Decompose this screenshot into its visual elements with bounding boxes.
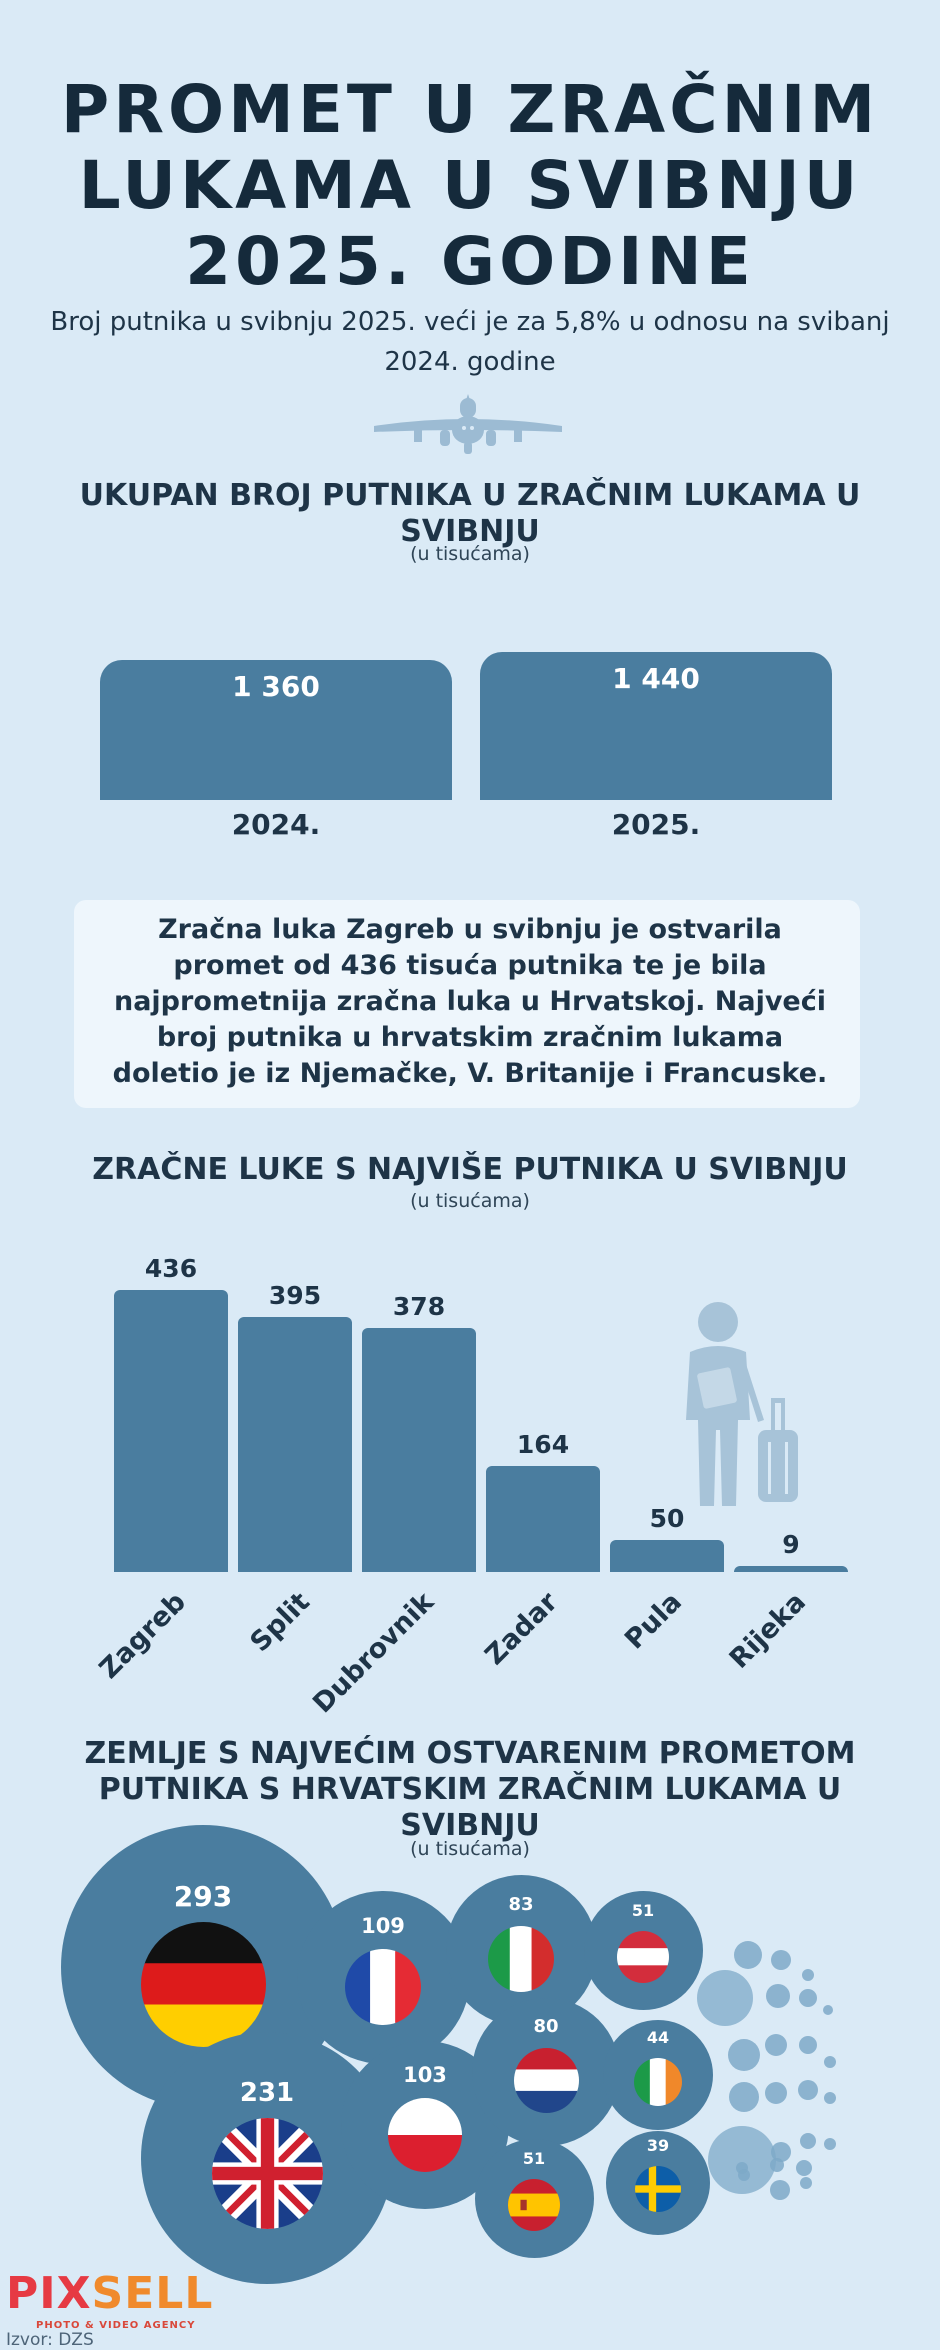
decor-dot: [697, 1970, 753, 2026]
logo-sell: SELL: [91, 2268, 214, 2319]
logo-subtitle: PHOTO & VIDEO AGENCY: [36, 2320, 196, 2331]
bubble-value: 103: [403, 2063, 447, 2088]
info-box: [74, 900, 860, 1108]
decor-dot: [770, 2180, 790, 2200]
bubble-value: 51: [631, 1901, 655, 1921]
bar-rijeka: [734, 1566, 848, 1572]
decor-dot: [824, 2056, 836, 2068]
title-line-3: 2025. GODINE: [185, 223, 755, 300]
category-2025: 2025.: [611, 808, 701, 841]
decor-dot: [765, 2034, 787, 2056]
section2-title: ZRAČNE LUKE S NAJVIŠE PUTNIKA U SVIBNJU: [92, 1152, 848, 1187]
bubble-value: 109: [361, 1914, 405, 1939]
decor-dot: [802, 1969, 814, 1981]
ireland-flag-icon: [634, 2057, 682, 2106]
decor-dot: [738, 2169, 750, 2181]
traveler-with-suitcase-icon: [686, 1302, 798, 1506]
bar-pula-value: 50: [649, 1504, 685, 1533]
decor-dot: [824, 2092, 836, 2104]
section1-unit: (u tisućama): [410, 543, 530, 565]
section2-unit: (u tisućama): [410, 1190, 530, 1212]
decor-dot: [771, 1950, 791, 1970]
decor-dot: [734, 1941, 762, 1969]
decor-dot: [771, 2142, 791, 2162]
bar-zagreb-value: 436: [144, 1254, 198, 1283]
decor-dot: [800, 2133, 816, 2149]
bar-dubrovnik-value: 378: [392, 1292, 446, 1321]
bubble-value: 39: [646, 2136, 670, 2156]
bar-rijeka-value: 9: [782, 1530, 800, 1559]
austria-flag-icon: [617, 1931, 669, 1984]
uk-flag-icon: [211, 2117, 323, 2229]
decor-dot: [823, 2005, 833, 2015]
spain-flag-icon: [508, 2179, 560, 2232]
bar-2024-value: 1 360: [232, 670, 320, 703]
decor-dot: [799, 2036, 817, 2054]
category-2024: 2024.: [231, 808, 321, 841]
decor-dot: [824, 2138, 836, 2150]
info-text: Zračna luka Zagreb u svibnju je ostvaril…: [112, 914, 828, 1089]
bar-split-value: 395: [268, 1281, 322, 1310]
section3-title: ZEMLJE S NAJVEĆIM OSTVARENIM PROMETOM PU…: [84, 1736, 856, 1843]
decor-dot: [765, 2082, 787, 2104]
pixsell-logo: PIXSELL: [6, 2268, 213, 2319]
bar-pula: [610, 1540, 724, 1572]
bar-2025-value: 1 440: [612, 662, 700, 695]
bubble-value: 80: [533, 2016, 559, 2038]
bar-zadar: [486, 1466, 600, 1572]
section1-title: UKUPAN BROJ PUTNIKA U ZRAČNIM LUKAMA U S…: [79, 478, 861, 549]
title-line-2: LUKAMA U SVIBNJU: [78, 147, 862, 224]
decor-dot: [728, 2039, 760, 2071]
decor-dot: [800, 2177, 812, 2189]
bubble-value: 44: [646, 2027, 670, 2047]
netherlands-flag-icon: [513, 2048, 579, 2114]
germany-flag-icon: [140, 1921, 266, 2047]
bubble-value: 231: [239, 2077, 295, 2108]
decor-dot: [799, 1989, 817, 2007]
bubble-value: 83: [508, 1894, 534, 1916]
airplane-icon: [374, 394, 562, 454]
page-title: PROMET U ZRAČNIM LUKAMA U SVIBNJU 2025. …: [20, 72, 920, 300]
italy-flag-icon: [488, 1926, 554, 1993]
decor-dot: [798, 2080, 818, 2100]
bar-split: [238, 1317, 352, 1572]
decor-dot: [729, 2082, 759, 2112]
bar-dubrovnik: [362, 1328, 476, 1572]
sweden-flag-icon: [635, 2166, 681, 2213]
section3-unit: (u tisućama): [410, 1838, 530, 1860]
title-line-1: PROMET U ZRAČNIM: [60, 71, 880, 148]
decor-dot: [766, 1984, 790, 2008]
logo-pix: PIX: [6, 2268, 92, 2319]
bar-2024: [100, 660, 452, 800]
page-subtitle: Broj putnika u svibnju 2025. veći je za …: [50, 307, 890, 377]
poland-flag-icon: [388, 2098, 462, 2173]
bubble-value: 51: [522, 2149, 546, 2169]
bubble-value: 293: [173, 1879, 233, 1913]
decor-dot: [708, 2126, 776, 2194]
bar-zadar-value: 164: [516, 1430, 570, 1459]
decor-dot: [770, 2158, 784, 2172]
france-flag-icon: [345, 1949, 421, 2026]
bar-zagreb: [114, 1290, 228, 1572]
bar-2025: [480, 652, 832, 800]
source-text: Izvor: DZS: [6, 2330, 94, 2350]
decor-dot: [796, 2160, 812, 2176]
